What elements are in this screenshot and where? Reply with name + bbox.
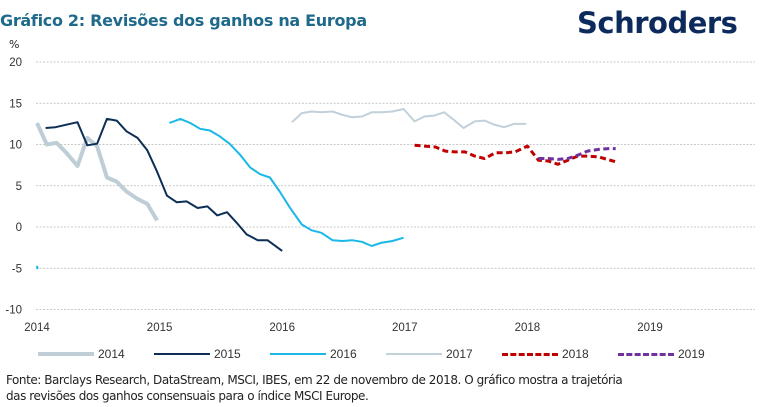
legend-swatch bbox=[618, 352, 674, 356]
series-line-2018 bbox=[414, 143, 617, 166]
legend-label: 2015 bbox=[214, 347, 241, 361]
legend-swatch bbox=[38, 352, 94, 356]
series-line-2016 bbox=[169, 117, 404, 247]
y-tick-label: 10 bbox=[9, 140, 22, 152]
legend: 2014 2015 2016 2017 2018 2019 bbox=[0, 344, 770, 364]
chart-title: Gráfico 2: Revisões dos ganhos na Europa bbox=[0, 11, 367, 30]
y-tick-label: 20 bbox=[9, 57, 22, 69]
source-note: Fonte: Barclays Research, DataStream, MS… bbox=[6, 372, 766, 404]
x-tick-label: 2019 bbox=[637, 322, 663, 334]
x-tick-label: 2017 bbox=[392, 322, 418, 334]
legend-item-2018: 2018 bbox=[502, 344, 589, 364]
legend-label: 2018 bbox=[562, 347, 589, 361]
y-tick-label: -10 bbox=[5, 305, 22, 317]
legend-label: 2014 bbox=[98, 347, 125, 361]
x-tick-label: 2018 bbox=[515, 322, 541, 334]
y-axis-ticks: 20 15 10 5 0 -5 -10 bbox=[5, 57, 22, 317]
x-tick-label: 2015 bbox=[147, 322, 173, 334]
series-line-2017 bbox=[291, 108, 527, 129]
legend-item-2014: 2014 bbox=[38, 344, 125, 364]
source-line-1: Fonte: Barclays Research, DataStream, MS… bbox=[6, 373, 623, 387]
legend-item-2015: 2015 bbox=[154, 344, 241, 364]
y-axis-unit-label: % bbox=[9, 38, 20, 51]
series-line-2016-stub bbox=[36, 265, 39, 270]
series-lines bbox=[35, 108, 617, 270]
y-tick-label: 5 bbox=[16, 181, 22, 193]
legend-item-2019: 2019 bbox=[618, 344, 705, 364]
series-line-2019 bbox=[538, 147, 616, 161]
x-tick-label: 2016 bbox=[269, 322, 295, 334]
source-line-2: das revisões dos ganhos consensuais para… bbox=[6, 389, 369, 403]
series-line-2014 bbox=[35, 122, 159, 222]
y-tick-label: 0 bbox=[16, 222, 22, 234]
legend-swatch bbox=[154, 353, 210, 355]
y-tick-label: -5 bbox=[12, 263, 22, 275]
gridlines bbox=[36, 61, 755, 310]
series-line-2015 bbox=[45, 117, 283, 252]
x-tick-label: 2014 bbox=[24, 322, 50, 334]
legend-label: 2017 bbox=[446, 347, 473, 361]
legend-item-2016: 2016 bbox=[270, 344, 357, 364]
legend-swatch bbox=[386, 353, 442, 355]
legend-swatch bbox=[270, 353, 326, 355]
legend-label: 2019 bbox=[678, 347, 705, 361]
y-tick-label: 15 bbox=[9, 98, 22, 110]
x-axis-ticks: 2014 2015 2016 2017 2018 2019 bbox=[24, 322, 663, 334]
schroders-logo: Schroders bbox=[577, 6, 738, 40]
legend-swatch bbox=[502, 352, 558, 356]
legend-label: 2016 bbox=[330, 347, 357, 361]
legend-item-2017: 2017 bbox=[386, 344, 473, 364]
